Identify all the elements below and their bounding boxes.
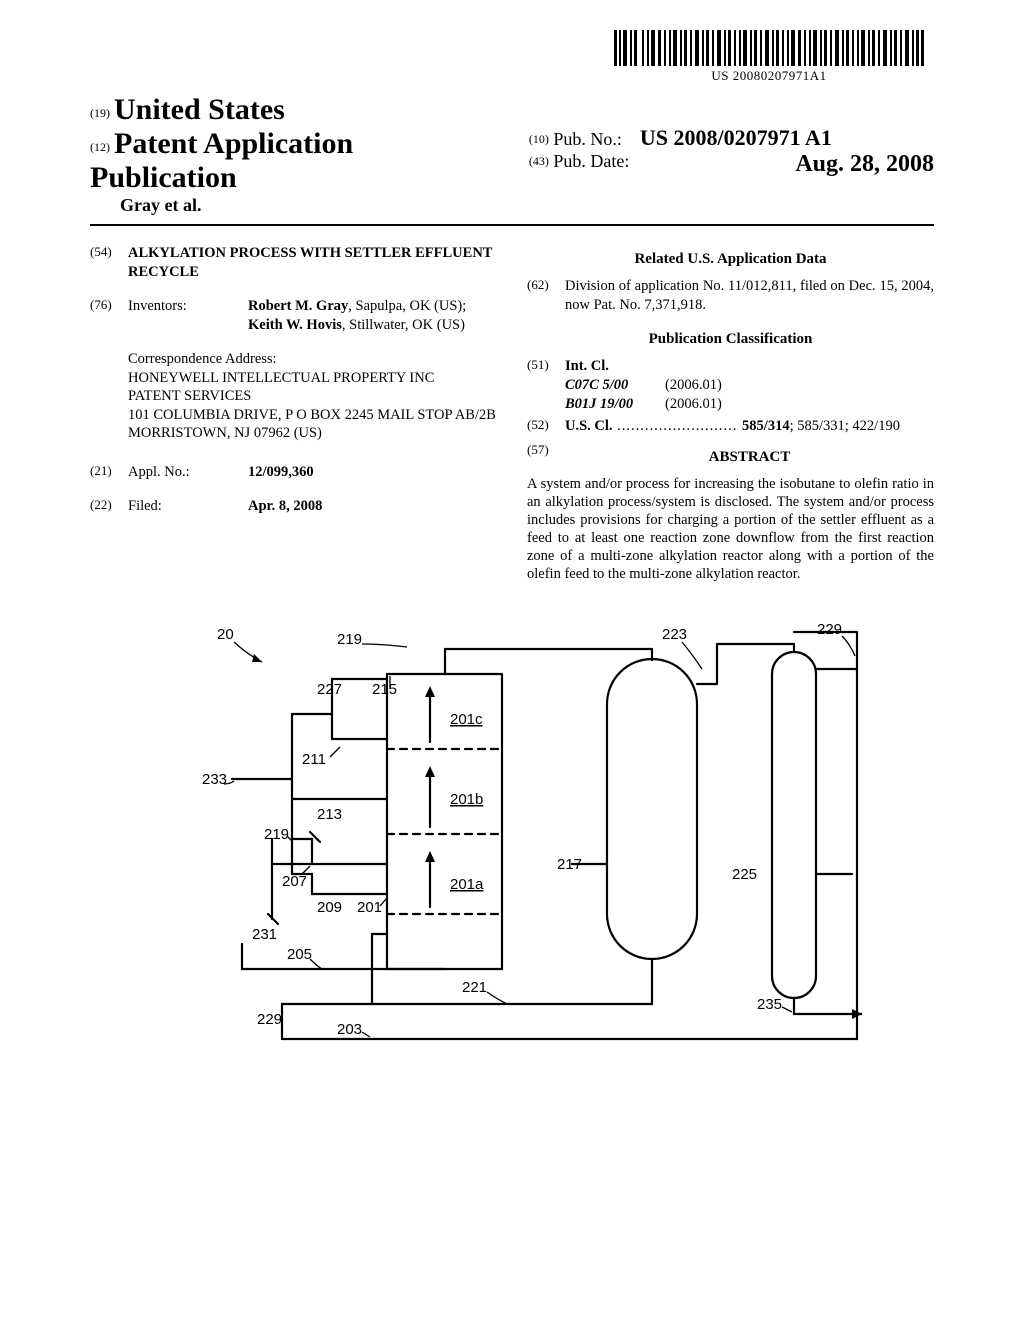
field-num-52: (52)	[527, 417, 565, 436]
fig-label-203: 203	[337, 1021, 362, 1038]
fig-label-209: 209	[317, 899, 342, 916]
fig-label-229b: 229	[257, 1011, 282, 1028]
fig-label-201b: 201b	[450, 791, 483, 808]
uscl-bold: 585/314	[742, 418, 790, 434]
correspondence-address: Correspondence Address: HONEYWELL INTELL…	[128, 350, 497, 443]
appl-no: 12/099,360	[248, 464, 314, 480]
field-num-22: (22)	[90, 497, 128, 516]
appl-no-label: Appl. No.:	[128, 463, 248, 482]
inventor-1: Robert M. Gray	[248, 298, 348, 314]
uscl-rest: ; 585/331; 422/190	[790, 418, 900, 434]
corr-line1: HONEYWELL INTELLECTUAL PROPERTY INC	[128, 369, 497, 388]
corr-line3: 101 COLUMBIA DRIVE, P O BOX 2245 MAIL ST…	[128, 406, 497, 425]
intcl-2-code: B01J 19/00	[565, 395, 665, 414]
inventor-1-loc: , Sapulpa, OK (US);	[348, 298, 466, 314]
doc-type: Patent Application Publication	[90, 127, 353, 194]
corr-line4: MORRISTOWN, NJ 07962 (US)	[128, 424, 497, 443]
figure: 20 219 223 229 227 215 201c 211 233 213	[90, 614, 934, 1059]
fig-label-231: 231	[252, 926, 277, 943]
barcode-region: US 20080207971A1	[90, 30, 924, 85]
fig-label-221: 221	[462, 979, 487, 996]
fig-label-201c: 201c	[450, 711, 483, 728]
fig-label-201: 201	[357, 899, 382, 916]
fig-label-219b: 219	[264, 826, 289, 843]
pub-no: US 2008/0207971 A1	[640, 125, 832, 150]
intcl-1-year: (2006.01)	[665, 376, 722, 395]
fig-label-205: 205	[287, 946, 312, 963]
filed-label: Filed:	[128, 497, 248, 516]
field-num-57: (57)	[527, 442, 565, 475]
biblio-columns: (54) ALKYLATION PROCESS WITH SETTLER EFF…	[90, 244, 934, 584]
field-num-12: (12)	[90, 140, 110, 154]
country: United States	[114, 93, 285, 126]
field-num-76: (76)	[90, 297, 128, 334]
corr-line2: PATENT SERVICES	[128, 387, 497, 406]
barcode-graphic	[614, 30, 924, 66]
pubclass-header: Publication Classification	[527, 330, 934, 349]
field-num-10: (10)	[529, 132, 549, 146]
fig-label-201a: 201a	[450, 876, 484, 893]
inventor-2-loc: , Stillwater, OK (US)	[342, 317, 465, 333]
uscl-label: U.S. Cl.	[565, 418, 613, 434]
pub-date-label: Pub. Date:	[553, 151, 629, 171]
fig-label-207: 207	[282, 873, 307, 890]
barcode-text: US 20080207971A1	[614, 68, 924, 84]
corr-label: Correspondence Address:	[128, 350, 497, 369]
field-num-21: (21)	[90, 463, 128, 482]
fig-label-225: 225	[732, 866, 757, 883]
fig-label-20: 20	[217, 626, 234, 643]
uscl-dots: ..........................	[613, 418, 743, 434]
fig-label-211: 211	[302, 751, 326, 768]
related-header: Related U.S. Application Data	[527, 250, 934, 269]
header: (19) United States (12) Patent Applicati…	[90, 93, 934, 216]
fig-label-219a: 219	[337, 631, 362, 648]
inventors-label: Inventors:	[128, 297, 248, 334]
left-column: (54) ALKYLATION PROCESS WITH SETTLER EFF…	[90, 244, 497, 584]
authors-line: Gray et al.	[90, 195, 495, 216]
related-text: Division of application No. 11/012,811, …	[565, 277, 934, 314]
abstract-header: ABSTRACT	[565, 448, 934, 467]
field-num-54: (54)	[90, 244, 128, 281]
process-diagram: 20 219 223 229 227 215 201c 211 233 213	[162, 614, 862, 1054]
fig-label-235: 235	[757, 996, 782, 1013]
divider	[90, 224, 934, 226]
intcl-1-code: C07C 5/00	[565, 376, 665, 395]
field-num-62: (62)	[527, 277, 565, 314]
field-num-43: (43)	[529, 154, 549, 168]
fig-label-217: 217	[557, 856, 582, 873]
fig-label-223: 223	[662, 626, 687, 643]
intcl-label: Int. Cl.	[565, 358, 609, 374]
pub-date: Aug. 28, 2008	[795, 151, 934, 178]
field-num-51: (51)	[527, 357, 565, 413]
fig-label-215: 215	[372, 681, 397, 698]
field-num-19: (19)	[90, 106, 110, 120]
inventor-2: Keith W. Hovis	[248, 317, 342, 333]
intcl-2-year: (2006.01)	[665, 395, 722, 414]
invention-title: ALKYLATION PROCESS WITH SETTLER EFFLUENT…	[128, 244, 497, 281]
abstract-text: A system and/or process for increasing t…	[527, 475, 934, 584]
inventors-value: Robert M. Gray, Sapulpa, OK (US); Keith …	[248, 297, 497, 334]
fig-label-229a: 229	[817, 621, 842, 638]
filed-date: Apr. 8, 2008	[248, 498, 322, 514]
fig-label-213: 213	[317, 806, 342, 823]
fig-label-233: 233	[202, 771, 227, 788]
pub-no-label: Pub. No.:	[553, 129, 622, 149]
fig-label-227: 227	[317, 681, 342, 698]
uscl-value: U.S. Cl. .......................... 585/…	[565, 417, 934, 436]
right-column: Related U.S. Application Data (62) Divis…	[527, 244, 934, 584]
